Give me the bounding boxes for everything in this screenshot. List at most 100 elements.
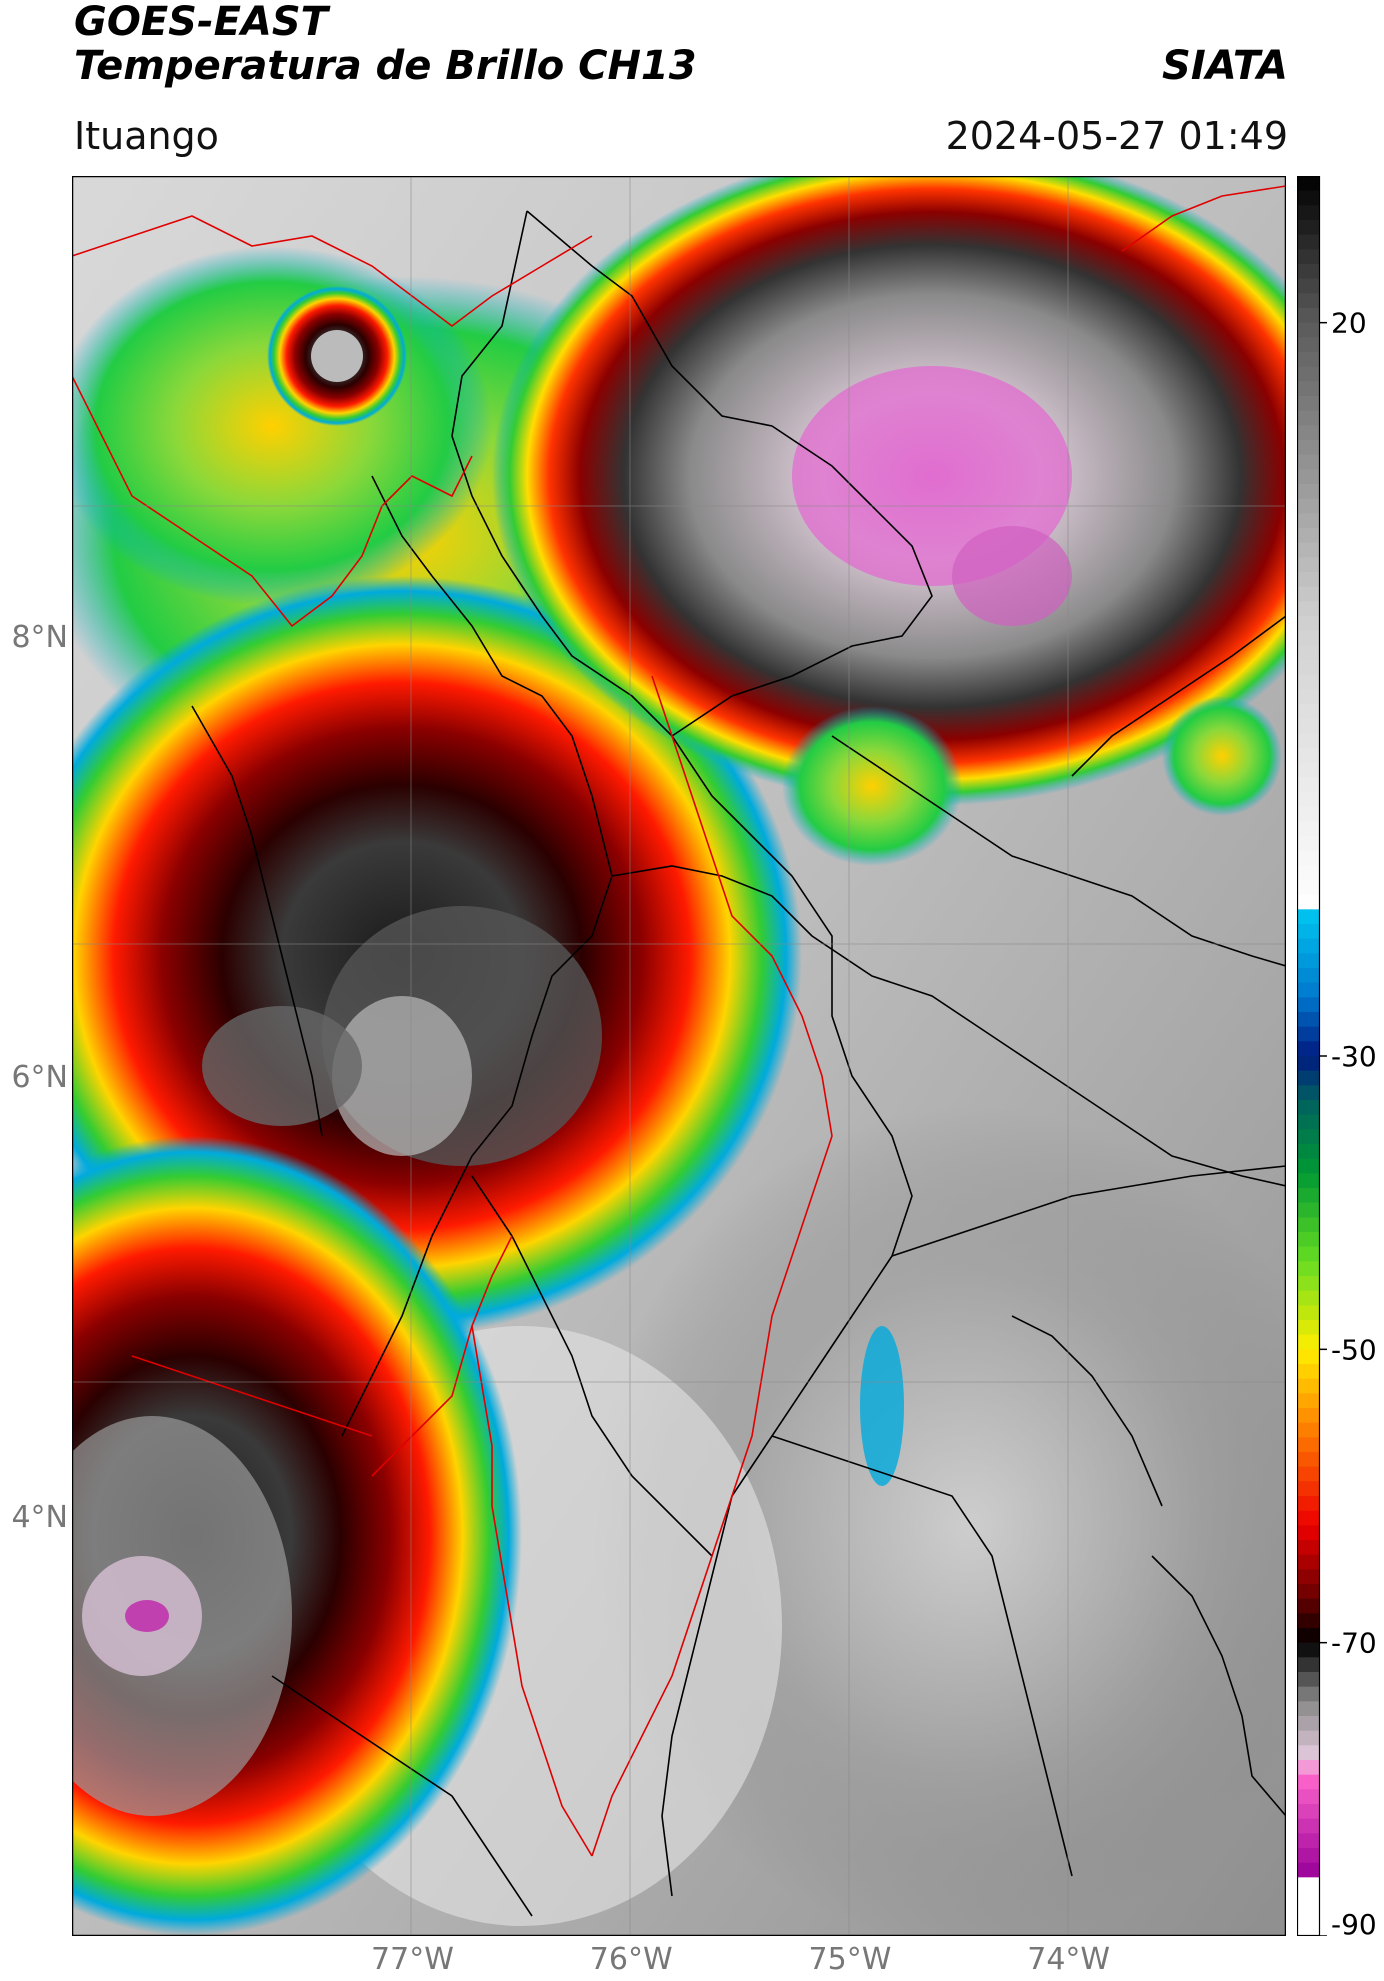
colorbar-tick-label: -70 bbox=[1331, 1627, 1377, 1660]
colorbar-band bbox=[1297, 821, 1320, 837]
colorbar-band bbox=[1297, 396, 1320, 412]
colorbar-band bbox=[1297, 1452, 1320, 1468]
latitude-label: 6°N bbox=[11, 1060, 68, 1095]
colorbar-band bbox=[1297, 601, 1320, 617]
colorbar-band bbox=[1297, 1334, 1320, 1350]
colorbar-band bbox=[1297, 1437, 1320, 1453]
colorbar-band bbox=[1297, 748, 1320, 764]
colorbar-band bbox=[1297, 1848, 1320, 1864]
colorbar-band bbox=[1297, 909, 1320, 925]
colorbar-band bbox=[1297, 1628, 1320, 1644]
colorbar-band bbox=[1297, 205, 1320, 221]
title-product: Temperatura de Brillo CH13 bbox=[74, 43, 697, 89]
colorbar-band bbox=[1297, 234, 1320, 250]
colorbar-band bbox=[1297, 1085, 1320, 1101]
longitude-label: 74°W bbox=[1027, 1942, 1111, 1977]
colorbar-band bbox=[1297, 1657, 1320, 1673]
colorbar-tick-label: 20 bbox=[1331, 307, 1367, 340]
colorbar-tick-label: -30 bbox=[1331, 1040, 1377, 1073]
colorbar-band bbox=[1297, 924, 1320, 940]
storm-core bbox=[311, 330, 363, 382]
storm-core-coldest bbox=[952, 526, 1072, 626]
colorbar-band bbox=[1297, 1232, 1320, 1248]
colorbar-band bbox=[1297, 1026, 1320, 1042]
colorbar-band bbox=[1297, 528, 1320, 544]
colorbar-band bbox=[1297, 264, 1320, 280]
colorbar-band bbox=[1297, 1202, 1320, 1218]
colorbar-band bbox=[1297, 997, 1320, 1013]
colorbar-band bbox=[1297, 1378, 1320, 1394]
colorbar-band bbox=[1297, 484, 1320, 500]
colorbar-band bbox=[1297, 1012, 1320, 1028]
storm-core bbox=[332, 996, 472, 1156]
colorbar-band bbox=[1297, 381, 1320, 397]
colorbar-band bbox=[1297, 1862, 1320, 1878]
colorbar-band bbox=[1297, 733, 1320, 749]
colorbar-band bbox=[1297, 1745, 1320, 1761]
colorbar-band bbox=[1297, 792, 1320, 808]
colorbar-band bbox=[1297, 454, 1320, 470]
basin-borders bbox=[72, 185, 1286, 1857]
colorbar-band bbox=[1297, 689, 1320, 705]
colorbar-band bbox=[1297, 1730, 1320, 1746]
colorbar-band bbox=[1297, 630, 1320, 646]
latitude-label: 8°N bbox=[11, 620, 68, 655]
colorbar-band bbox=[1297, 1393, 1320, 1409]
colorbar-band bbox=[1297, 1041, 1320, 1057]
colorbar-band bbox=[1297, 1716, 1320, 1732]
colorbar-band bbox=[1297, 660, 1320, 676]
colorbar-band bbox=[1297, 1070, 1320, 1086]
colorbar-band bbox=[1297, 1305, 1320, 1321]
colorbar-band bbox=[1297, 1056, 1320, 1072]
colorbar-band bbox=[1297, 894, 1320, 910]
colorbar-band bbox=[1297, 616, 1320, 632]
cloud-band-north bbox=[72, 246, 492, 606]
brand-label: SIATA bbox=[1162, 43, 1288, 89]
colorbar-band bbox=[1297, 1246, 1320, 1262]
colorbar-band bbox=[1297, 352, 1320, 368]
colorbar-band bbox=[1297, 366, 1320, 382]
colorbar-band bbox=[1297, 572, 1320, 588]
colorbar-band bbox=[1297, 1158, 1320, 1174]
colorbar-band bbox=[1297, 498, 1320, 514]
colorbar-band bbox=[1297, 469, 1320, 485]
colorbar-band bbox=[1297, 1408, 1320, 1424]
longitude-label: 75°W bbox=[808, 1942, 892, 1977]
colorbar-band bbox=[1297, 1569, 1320, 1585]
colorbar-band bbox=[1297, 762, 1320, 778]
colorbar-frame bbox=[1297, 176, 1321, 1936]
colorbar-band bbox=[1297, 1525, 1320, 1541]
title-satellite: GOES-EAST bbox=[74, 0, 328, 45]
colorbar-band bbox=[1297, 1540, 1320, 1556]
colorbar-band bbox=[1297, 293, 1320, 309]
colorbar-tick-label: -50 bbox=[1331, 1333, 1377, 1366]
colorbar-band bbox=[1297, 938, 1320, 954]
colorbar-band bbox=[1297, 1144, 1320, 1160]
colorbar-band bbox=[1297, 1349, 1320, 1365]
colorbar-band bbox=[1297, 1173, 1320, 1189]
colorbar: 20 -30 -50 -70 -90 bbox=[1297, 176, 1377, 1936]
longitude-label: 77°W bbox=[371, 1942, 454, 1977]
storm-core bbox=[202, 1006, 362, 1126]
colorbar-band bbox=[1297, 1892, 1320, 1908]
colorbar-band bbox=[1297, 1114, 1320, 1130]
colorbar-band bbox=[1297, 425, 1320, 441]
cloud-streak bbox=[860, 1326, 904, 1486]
map-frame bbox=[72, 176, 1286, 1936]
colorbar-band bbox=[1297, 806, 1320, 822]
colorbar-band bbox=[1297, 1642, 1320, 1658]
cloud-cell-east bbox=[1162, 696, 1282, 816]
longitude-label: 76°W bbox=[589, 1942, 673, 1977]
colorbar-band bbox=[1297, 645, 1320, 661]
timestamp-label: 2024-05-27 01:49 bbox=[945, 114, 1288, 158]
colorbar-band bbox=[1297, 337, 1320, 353]
colorbar-band bbox=[1297, 1188, 1320, 1204]
colorbar-band bbox=[1297, 1833, 1320, 1849]
colorbar-band bbox=[1297, 865, 1320, 881]
colorbar-tick-label: -90 bbox=[1331, 1908, 1377, 1936]
region-label: Ituango bbox=[74, 114, 219, 158]
colorbar-band bbox=[1297, 1804, 1320, 1820]
colorbar-band bbox=[1297, 982, 1320, 998]
graticule bbox=[72, 176, 1286, 1936]
colorbar-band bbox=[1297, 1818, 1320, 1834]
